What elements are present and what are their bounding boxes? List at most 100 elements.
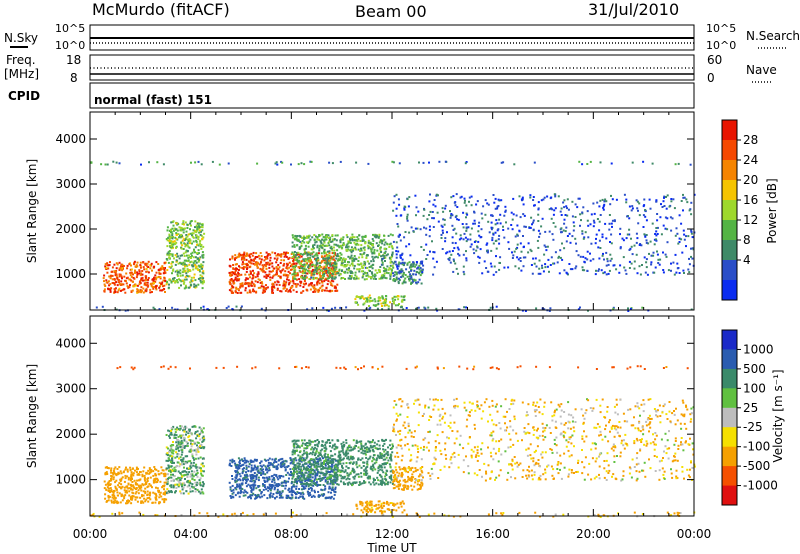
rti-pixel [151, 501, 154, 504]
rti-pixel [409, 273, 412, 276]
rti-pixel [642, 160, 645, 163]
rti-pixel [581, 230, 584, 233]
rti-pixel [183, 447, 186, 449]
rti-pixel [124, 494, 127, 497]
rti-pixel [517, 258, 520, 261]
rti-pixel [310, 274, 313, 277]
rti-pixel [273, 488, 276, 491]
rti-pixel [494, 223, 497, 226]
rti-pixel [180, 492, 183, 495]
rti-pixel [663, 195, 666, 198]
rti-pixel [387, 268, 390, 271]
rti-pixel [655, 200, 658, 203]
rti-pixel [295, 496, 297, 499]
rti-pixel [395, 241, 398, 244]
rti-pixel [269, 276, 272, 279]
rti-pixel [357, 260, 360, 262]
rti-pixel [275, 467, 278, 470]
rti-pixel [155, 468, 158, 471]
rti-pixel [550, 217, 553, 220]
rti-pixel [362, 264, 365, 267]
rti-pixel [312, 480, 315, 483]
rti-pixel [173, 229, 175, 232]
rti-pixel [273, 267, 276, 270]
rti-pixel [571, 235, 574, 238]
rti-pixel [134, 283, 137, 286]
rti-pixel [300, 465, 303, 468]
rti-pixel [175, 237, 178, 240]
rti-pixel [168, 252, 171, 255]
rti-pixel [167, 261, 170, 264]
rti-pixel [127, 286, 130, 289]
rti-pixel [469, 245, 472, 248]
rti-pixel [118, 267, 121, 270]
rti-pixel [229, 281, 232, 284]
rti-pixel [333, 243, 336, 246]
rti-pixel [543, 308, 546, 311]
rti-pixel [300, 162, 303, 165]
rti-pixel [354, 301, 357, 304]
rti-pixel [175, 232, 178, 235]
rti-pixel [239, 286, 242, 289]
rti-pixel [199, 277, 202, 279]
rti-pixel [236, 268, 238, 271]
rti-pixel [577, 197, 580, 200]
rti-pixel [238, 478, 241, 481]
rti-pixel [690, 230, 693, 233]
rti-pixel [292, 236, 295, 239]
rti-pixel [184, 270, 187, 273]
rti-pixel [672, 261, 675, 264]
rti-pixel [435, 193, 438, 196]
colorbar-tick-label: 20 [743, 173, 758, 187]
rti-pixel [151, 486, 153, 489]
rti-pixel [239, 283, 242, 285]
rti-pixel [475, 203, 478, 206]
rti-pixel [320, 285, 323, 288]
rti-pixel [319, 480, 322, 482]
rti-pixel [166, 258, 169, 261]
rti-pixel [257, 476, 260, 479]
rti-pixel [473, 241, 476, 243]
rti-pixel [308, 278, 311, 280]
rti-pixel [578, 160, 581, 163]
rti-pixel [181, 451, 184, 454]
rti-pixel [178, 286, 181, 289]
rti-pixel [628, 217, 631, 220]
rti-pixel [541, 264, 543, 267]
rti-pixel [146, 478, 149, 481]
rti-pixel [338, 255, 341, 258]
rti-pixel [232, 272, 235, 274]
rti-pixel [587, 309, 589, 312]
rti-pixel [590, 213, 593, 216]
rti-pixel [400, 276, 403, 279]
colorbar-segment [722, 240, 737, 261]
rti-pixel [153, 276, 156, 279]
rti-pixel [108, 490, 111, 493]
rti-pixel [348, 267, 350, 270]
rti-pixel [183, 436, 186, 439]
rti-pixel [185, 249, 188, 252]
rti-pixel [170, 429, 172, 432]
rti-pixel [181, 485, 183, 488]
rti-pixel [136, 261, 139, 264]
rti-pixel [291, 273, 294, 276]
rti-pixel [248, 254, 251, 257]
rti-pixel [191, 490, 194, 493]
rti-pixel [465, 250, 467, 253]
rti-pixel [165, 498, 168, 501]
rti-pixel [485, 243, 488, 246]
rti-pixel [299, 270, 302, 273]
rti-pixel [330, 240, 332, 243]
rti-pixel [323, 493, 326, 496]
rti-pixel [318, 247, 321, 250]
rti-pixel [453, 227, 456, 230]
rti-pixel [602, 206, 605, 209]
rti-pixel [243, 489, 246, 492]
rti-pixel [656, 233, 659, 235]
rti-pixel [404, 206, 407, 209]
rti-pixel [126, 502, 129, 505]
rti-pixel [196, 226, 199, 229]
rti-pixel [171, 261, 174, 264]
rti-pixel [562, 229, 565, 232]
rti-pixel [197, 249, 200, 252]
